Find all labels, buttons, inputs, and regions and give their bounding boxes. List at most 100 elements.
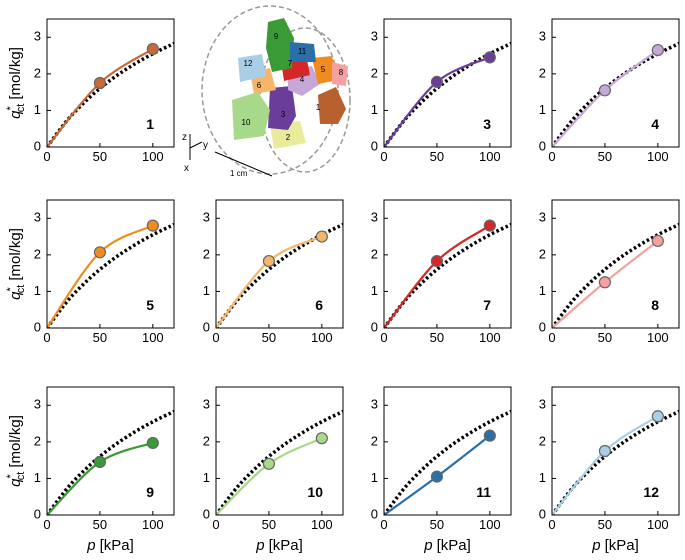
- plot-area: [216, 409, 343, 515]
- grain-label: 7: [288, 59, 293, 68]
- fit-curve: [47, 224, 154, 328]
- x-label-symbol: p: [86, 537, 95, 554]
- scale-label: 1 cm: [230, 169, 248, 178]
- grain-label: 8: [339, 68, 344, 77]
- y-tick-label: 0: [34, 506, 41, 521]
- plot-area: [384, 222, 511, 328]
- panel: 0 1 2 3 0 50 100 11 p [kPa]: [371, 386, 512, 554]
- y-tick-label: 1: [34, 283, 41, 298]
- x-label-unit: [kPa]: [437, 537, 471, 554]
- y-tick-label: 3: [34, 397, 41, 412]
- grain: [318, 87, 346, 124]
- x-label-unit: [kPa]: [605, 537, 639, 554]
- y-label-sup: *: [5, 106, 17, 111]
- y-label-sup: *: [5, 474, 17, 479]
- y-tick-label: 1: [371, 283, 378, 298]
- grain: [266, 18, 294, 72]
- x-tick-label: 100: [311, 517, 333, 532]
- grain: [238, 54, 266, 82]
- axis-glyph-label: z: [182, 132, 187, 143]
- data-point: [146, 436, 159, 450]
- inset-outline: [201, 5, 339, 175]
- y-tick-label: 0: [371, 138, 378, 153]
- y-tick-label: 2: [539, 433, 546, 448]
- plot-area: [47, 409, 174, 515]
- grain-label: 11: [298, 47, 307, 56]
- grain-label: 12: [244, 59, 253, 68]
- x-tick-label: 50: [598, 149, 612, 164]
- grain-label: 9: [274, 32, 279, 41]
- panel-number: 5: [146, 297, 154, 313]
- x-axis-label: p [kPa]: [591, 537, 639, 554]
- data-point: [146, 219, 159, 232]
- x-tick-label: 100: [311, 330, 333, 345]
- panel-number: 7: [483, 297, 491, 313]
- data-point: [651, 410, 664, 423]
- y-axis-label: q*ct [mol/kg]: [5, 415, 27, 487]
- x-label-symbol: p: [591, 537, 600, 554]
- y-tick-label: 3: [539, 29, 546, 44]
- grain-label: 4: [300, 75, 305, 84]
- y-tick-label: 1: [34, 102, 41, 117]
- y-tick-label: 1: [539, 470, 546, 485]
- data-point: [430, 75, 444, 89]
- x-tick-label: 100: [142, 517, 164, 532]
- plot-area: [384, 409, 511, 515]
- y-tick-label: 0: [371, 319, 378, 334]
- x-tick-label: 50: [598, 517, 612, 532]
- axes-box: [383, 18, 512, 148]
- panel-number: 1: [146, 116, 154, 132]
- panel: 0 1 2 3 0 50 100 3: [371, 18, 512, 164]
- panel-number: 9: [146, 484, 154, 500]
- panel: 0 1 2 3 0 50 100 5 q*ct [mol/kg]: [5, 199, 175, 345]
- x-axis-label: p [kPa]: [255, 537, 303, 554]
- x-tick-label: 50: [93, 330, 107, 345]
- y-tick-label: 2: [371, 246, 378, 261]
- y-label-symbol: q: [7, 291, 24, 300]
- y-label-symbol: q: [7, 478, 24, 487]
- y-tick-label: 0: [34, 138, 41, 153]
- x-tick-label: 100: [647, 330, 669, 345]
- data-point: [483, 219, 496, 232]
- y-tick-label: 2: [203, 433, 210, 448]
- y-tick-label: 0: [539, 138, 546, 153]
- axes-box: [46, 199, 175, 329]
- x-tick-label: 0: [548, 517, 555, 532]
- y-tick-label: 1: [371, 470, 378, 485]
- grain-label: 2: [286, 133, 291, 142]
- x-label-unit: [kPa]: [269, 537, 303, 554]
- x-tick-label: 0: [380, 330, 387, 345]
- grain: [332, 62, 348, 86]
- y-tick-label: 2: [34, 246, 41, 261]
- x-axis-label: p [kPa]: [86, 537, 134, 554]
- inset: [189, 5, 351, 177]
- grain-label: 3: [281, 110, 286, 119]
- axes-box: [551, 199, 680, 329]
- y-label-unit: [mol/kg]: [7, 228, 24, 281]
- y-tick-label: 3: [34, 29, 41, 44]
- data-point: [483, 51, 496, 64]
- x-tick-label: 0: [548, 149, 555, 164]
- y-axis-label: q*ct [mol/kg]: [5, 47, 27, 119]
- grain-label: 5: [321, 65, 326, 74]
- panel: 0 1 2 3 0 50 100 8: [539, 199, 680, 345]
- grain: [232, 92, 270, 140]
- x-tick-label: 100: [142, 330, 164, 345]
- y-tick-label: 2: [539, 246, 546, 261]
- data-point: [651, 234, 664, 248]
- y-tick-label: 3: [34, 210, 41, 225]
- y-label-sub: ct: [15, 104, 27, 113]
- x-tick-label: 100: [479, 149, 501, 164]
- x-tick-label: 0: [212, 517, 219, 532]
- panel-number: 10: [307, 484, 323, 500]
- x-tick-label: 0: [212, 330, 219, 345]
- plot-area: [552, 41, 679, 147]
- fit-curve: [552, 49, 659, 147]
- axis-glyph-label: x: [184, 163, 189, 174]
- y-label-sup: *: [5, 287, 17, 292]
- y-tick-label: 0: [203, 506, 210, 521]
- y-tick-label: 3: [371, 29, 378, 44]
- axes-box: [215, 386, 344, 516]
- y-tick-label: 3: [539, 210, 546, 225]
